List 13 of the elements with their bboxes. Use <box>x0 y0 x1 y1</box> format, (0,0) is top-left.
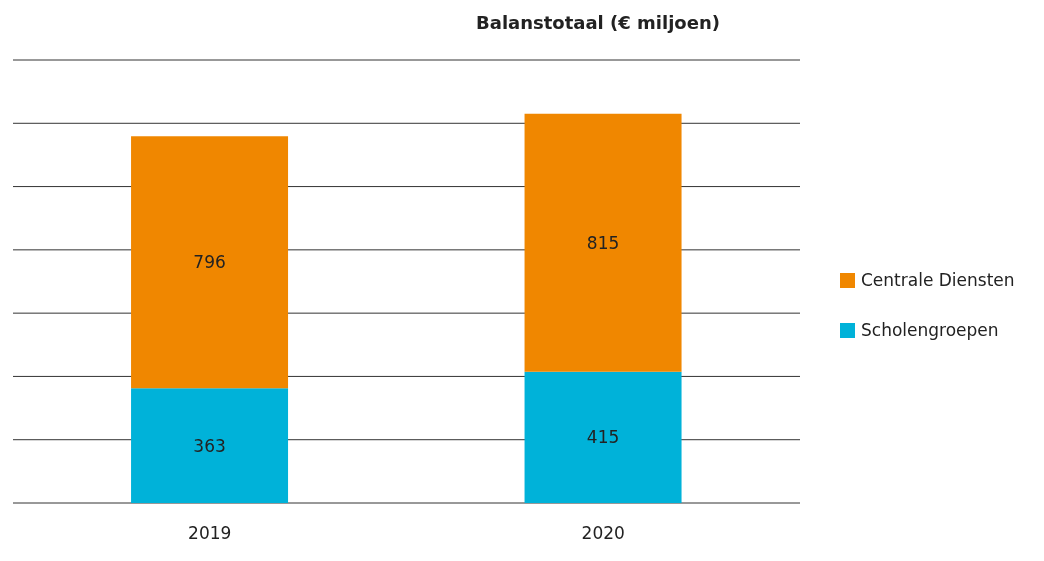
data-label: 363 <box>193 435 226 456</box>
x-tick-label: 2019 <box>188 523 232 544</box>
legend-label: Scholengroepen <box>861 320 999 340</box>
data-label: 415 <box>586 427 620 448</box>
bar <box>131 136 289 389</box>
data-label: 796 <box>193 252 226 273</box>
x-tick-label: 2020 <box>581 523 625 544</box>
bar <box>524 371 682 503</box>
legend-label: Centrale Diensten <box>861 270 1015 290</box>
data-label: 815 <box>586 232 620 253</box>
chart-title: Balanstotaal (€ miljoen) <box>475 12 721 33</box>
bar <box>524 113 682 372</box>
bar <box>131 388 289 503</box>
